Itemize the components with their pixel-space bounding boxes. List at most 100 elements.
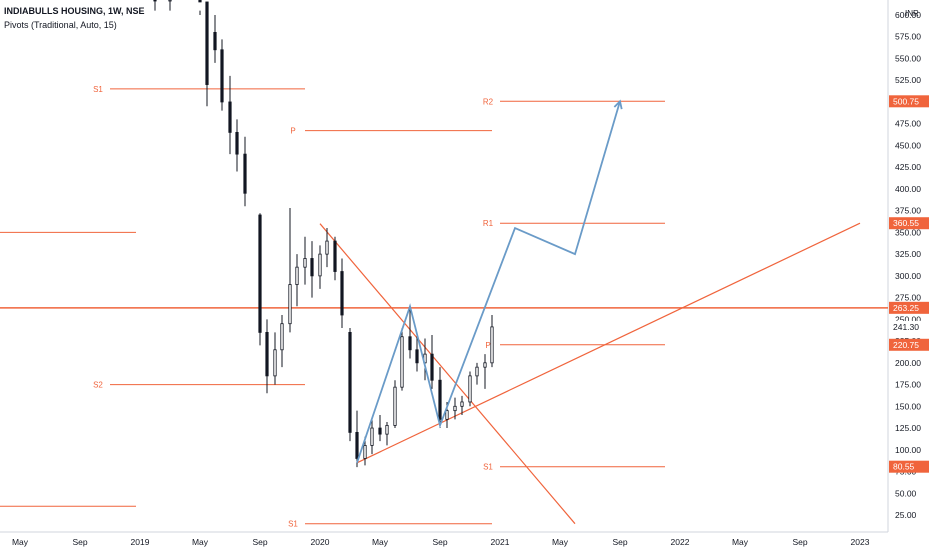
- x-tick-label: Sep: [612, 537, 627, 547]
- candle-body: [258, 214, 262, 333]
- candle-body: [460, 401, 464, 407]
- candle-body: [153, 0, 157, 2]
- candle-body: [235, 131, 239, 155]
- x-tick-label: Sep: [252, 537, 267, 547]
- price-tag-label: 220.75: [893, 340, 919, 350]
- candle-body: [385, 425, 389, 435]
- symbol-title[interactable]: INDIABULLS HOUSING, 1W, NSE: [4, 6, 145, 16]
- trend-line[interactable]: [319, 223, 576, 525]
- candle-body: [400, 336, 404, 388]
- candle-body: [310, 258, 314, 277]
- candle-body: [348, 331, 352, 433]
- x-tick-label: Sep: [432, 537, 447, 547]
- y-tick-label: 275.00: [895, 293, 921, 303]
- projection-arrowhead: [613, 99, 623, 110]
- candle-body: [430, 353, 434, 381]
- candle-body: [370, 427, 374, 446]
- projection-path[interactable]: [356, 101, 621, 464]
- candle-body: [393, 386, 397, 426]
- chart-legend: INDIABULLS HOUSING, 1W, NSE Pivots (Trad…: [4, 4, 145, 32]
- y-tick-label: 600.00: [895, 10, 921, 20]
- pivot-level-label: S1: [288, 520, 298, 529]
- candle-body: [303, 258, 307, 268]
- candle-body: [220, 49, 224, 103]
- candle-body: [415, 349, 419, 364]
- x-tick-label: 2021: [491, 537, 510, 547]
- y-tick-label: 475.00: [895, 119, 921, 129]
- y-tick-label: 250.00: [895, 314, 921, 324]
- price-tag-label: 500.75: [893, 96, 919, 106]
- candle-body: [475, 366, 479, 377]
- x-tick-label: May: [552, 537, 569, 547]
- candle-body: [490, 326, 494, 364]
- pivot-level-label: P: [290, 127, 295, 136]
- candle-body: [295, 266, 299, 285]
- candle-body: [273, 349, 277, 377]
- last-price-tag: [889, 320, 929, 333]
- x-tick-label: 2019: [131, 537, 150, 547]
- candle-body: [483, 362, 487, 368]
- price-tag: [889, 301, 929, 314]
- price-tag: [889, 95, 929, 108]
- candle-body: [363, 445, 367, 459]
- x-tick-label: May: [192, 537, 209, 547]
- price-tag: [889, 338, 929, 351]
- price-axis-area[interactable]: [888, 0, 932, 550]
- x-tick-label: 2022: [671, 537, 690, 547]
- y-tick-label: 300.00: [895, 271, 921, 281]
- y-tick-label: 50.00: [895, 488, 917, 498]
- candle-body: [168, 0, 172, 2]
- y-tick-label: 425.00: [895, 162, 921, 172]
- x-tick-label: May: [12, 537, 29, 547]
- pivot-level-label: R1: [483, 219, 494, 228]
- candle-body: [243, 153, 247, 194]
- y-tick-label: 100.00: [895, 445, 921, 455]
- candle-body: [198, 0, 202, 3]
- currency-label: INR: [905, 9, 919, 18]
- pivot-level-label: S1: [483, 463, 493, 472]
- pivot-level-label: R2: [483, 97, 494, 106]
- x-tick-label: 2020: [311, 537, 330, 547]
- y-tick-label: 525.00: [895, 75, 921, 85]
- x-tick-label: Sep: [72, 537, 87, 547]
- y-tick-label: 25.00: [895, 510, 917, 520]
- candle-body: [340, 271, 344, 316]
- candle-body: [325, 240, 329, 255]
- price-tag-label: 263.25: [893, 303, 919, 313]
- candle-body: [438, 379, 442, 420]
- candle-body: [265, 331, 269, 377]
- candle-body: [453, 405, 457, 412]
- y-tick-label: 575.00: [895, 32, 921, 42]
- y-tick-label: 450.00: [895, 140, 921, 150]
- candle-body: [318, 253, 322, 277]
- last-price-label: 241.30: [893, 322, 919, 332]
- price-tag: [889, 460, 929, 473]
- price-tag: [889, 217, 929, 230]
- candle-body: [355, 431, 359, 459]
- y-tick-label: 550.00: [895, 53, 921, 63]
- pivot-level-label: P: [485, 341, 490, 350]
- candle-body: [280, 323, 284, 351]
- y-tick-label: 175.00: [895, 380, 921, 390]
- y-tick-label: 325.00: [895, 249, 921, 259]
- candle-body: [333, 240, 337, 272]
- candle-body: [205, 1, 209, 85]
- price-tag-label: 80.55: [893, 462, 915, 472]
- x-tick-label: May: [372, 537, 389, 547]
- y-tick-label: 375.00: [895, 206, 921, 216]
- indicator-title[interactable]: Pivots (Traditional, Auto, 15): [4, 20, 117, 30]
- y-tick-label: 350.00: [895, 227, 921, 237]
- pivot-level-label: S2: [93, 381, 103, 390]
- x-tick-label: May: [732, 537, 749, 547]
- y-tick-label: 125.00: [895, 423, 921, 433]
- candle-body: [378, 427, 382, 435]
- y-tick-label: 400.00: [895, 184, 921, 194]
- candle-body: [445, 410, 449, 420]
- candle-body: [228, 101, 232, 133]
- pivot-level-label: S1: [93, 85, 103, 94]
- y-tick-label: 200.00: [895, 358, 921, 368]
- price-tag-label: 360.55: [893, 218, 919, 228]
- x-tick-label: 2023: [851, 537, 870, 547]
- candle-body: [468, 375, 472, 403]
